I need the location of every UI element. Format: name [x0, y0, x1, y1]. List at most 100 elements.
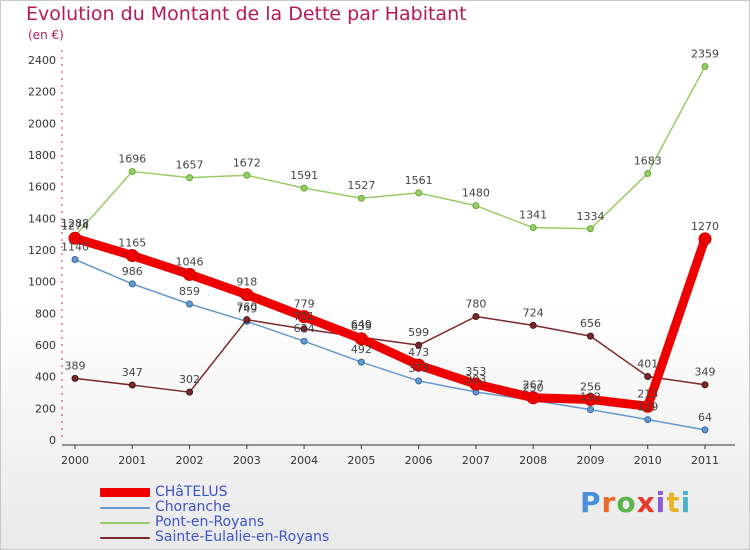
data-labels-layer: 1274 1165 1046 918 779 639 473 353 267 256 213 1270…: [61, 47, 719, 423]
data-point-chatelus: [183, 267, 197, 281]
data-label-sainte-eulalie: 401: [637, 358, 658, 371]
data-point-sainte-eulalie: [529, 321, 537, 329]
y-tick-label: 2400: [28, 54, 56, 67]
data-point-pont-en-royans: [701, 62, 709, 70]
y-tick-label: 1600: [28, 181, 56, 194]
logo-letter: i: [680, 486, 692, 519]
data-label-chatelus: 918: [236, 276, 257, 289]
y-tick-label: 400: [35, 371, 56, 384]
legend-item-chatelus: CHâTELUS: [100, 484, 400, 500]
data-point-chatelus: [125, 249, 139, 263]
data-point-sainte-eulalie: [71, 374, 79, 382]
data-label-sainte-eulalie: 649: [351, 318, 372, 331]
data-point-pont-en-royans: [300, 184, 308, 192]
data-label-pont-en-royans: 1480: [462, 187, 490, 200]
data-label-pont-en-royans: 1657: [176, 159, 204, 172]
data-label-choranche: 859: [179, 285, 200, 298]
data-point-pont-en-royans: [243, 171, 251, 179]
data-label-pont-en-royans: 1696: [118, 152, 146, 165]
data-point-sainte-eulalie: [701, 381, 709, 389]
legend-label-pont-en-royans: Pont-en-Royans: [155, 514, 265, 530]
data-label-pont-en-royans: 1341: [519, 209, 547, 222]
data-point-chatelus: [469, 377, 483, 391]
legend-swatch-pont-en-royans: [100, 522, 150, 524]
data-label-choranche: 250: [523, 381, 544, 394]
x-tick-label: 2010: [634, 454, 662, 467]
data-label-pont-en-royans: 1561: [405, 174, 433, 187]
logo-letter: t: [666, 486, 681, 519]
y-tick-label: 800: [35, 307, 56, 320]
data-point-choranche: [186, 300, 194, 308]
data-point-pont-en-royans: [644, 170, 652, 178]
data-point-pont-en-royans: [586, 225, 594, 233]
data-point-chatelus: [68, 231, 82, 245]
data-point-pont-en-royans: [415, 189, 423, 197]
data-label-sainte-eulalie: 724: [523, 306, 544, 319]
chart-subtitle: (en €): [28, 28, 64, 42]
x-tick-label: 2006: [405, 454, 433, 467]
data-point-pont-en-royans: [529, 224, 537, 232]
y-tick-label: 200: [35, 402, 56, 415]
data-label-choranche: 624: [294, 322, 315, 335]
data-label-chatelus: 213: [637, 387, 658, 400]
series-line-pont-en-royans: [74, 65, 706, 237]
data-label-sainte-eulalie: 780: [465, 298, 486, 311]
logo-letter: r: [601, 486, 617, 519]
data-point-chatelus: [583, 392, 597, 406]
data-label-chatelus: 1165: [118, 237, 146, 250]
data-label-sainte-eulalie: 389: [65, 359, 86, 372]
series-layer: [68, 62, 712, 434]
logo-letter: P: [580, 486, 602, 519]
data-point-choranche: [586, 406, 594, 414]
data-point-pont-en-royans: [472, 202, 480, 210]
logo-letter: i: [655, 486, 667, 519]
x-tick-label: 2011: [691, 454, 719, 467]
data-label-chatelus: 639: [351, 320, 372, 333]
data-label-chatelus: 1046: [176, 255, 204, 268]
data-point-choranche: [415, 377, 423, 385]
data-label-pont-en-royans: 1683: [634, 155, 662, 168]
data-point-sainte-eulalie: [186, 388, 194, 396]
legend-label-choranche: Choranche: [155, 499, 231, 515]
axes: 0 200 400 600 800 1000 1200 1400 1600 1800 2000 220…: [28, 50, 735, 467]
data-point-sainte-eulalie: [300, 325, 308, 333]
data-label-choranche: 192: [580, 391, 601, 404]
data-point-choranche: [71, 256, 79, 263]
y-tick-label: 1800: [28, 149, 56, 162]
data-label-chatelus: 267: [523, 379, 544, 392]
data-label-choranche: 303: [465, 373, 486, 386]
y-tick-label: 600: [35, 339, 56, 352]
data-point-chatelus: [354, 332, 368, 346]
data-point-chatelus: [698, 232, 712, 246]
data-point-chatelus: [526, 391, 540, 405]
x-tick-label: 2009: [576, 454, 604, 467]
data-label-chatelus: 473: [408, 346, 429, 359]
series-line-choranche: [74, 258, 706, 431]
data-point-pont-en-royans: [128, 167, 136, 175]
legend-item-pont-en-royans: Pont-en-Royans: [100, 514, 400, 530]
y-tick-label: 0: [49, 434, 56, 447]
data-point-chatelus: [641, 399, 655, 413]
data-label-choranche: 1140: [61, 241, 89, 254]
x-tick-label: 2003: [233, 454, 261, 467]
data-label-pont-en-royans: 1334: [576, 210, 604, 223]
legend-swatch-chatelus: [100, 488, 150, 497]
data-label-sainte-eulalie: 599: [408, 326, 429, 339]
legend: CHâTELUS Choranche Pont-en-Royans Sainte…: [100, 484, 400, 545]
data-label-choranche: 986: [122, 265, 143, 278]
data-label-pont-en-royans: 1591: [290, 169, 318, 182]
data-point-chatelus: [240, 288, 254, 302]
legend-swatch-choranche: [100, 507, 150, 509]
data-label-chatelus: 1274: [61, 219, 89, 232]
y-tick-label: 2200: [28, 86, 56, 99]
x-tick-label: 2005: [347, 454, 375, 467]
data-label-pont-en-royans: 1527: [347, 179, 375, 192]
data-point-chatelus: [297, 310, 311, 324]
data-label-sainte-eulalie: 302: [179, 373, 200, 386]
data-point-choranche: [300, 337, 308, 345]
data-point-sainte-eulalie: [586, 332, 594, 340]
data-point-sainte-eulalie: [472, 313, 480, 320]
data-label-sainte-eulalie: 347: [122, 366, 143, 379]
data-point-sainte-eulalie: [644, 373, 652, 381]
x-tick-label: 2002: [176, 454, 204, 467]
